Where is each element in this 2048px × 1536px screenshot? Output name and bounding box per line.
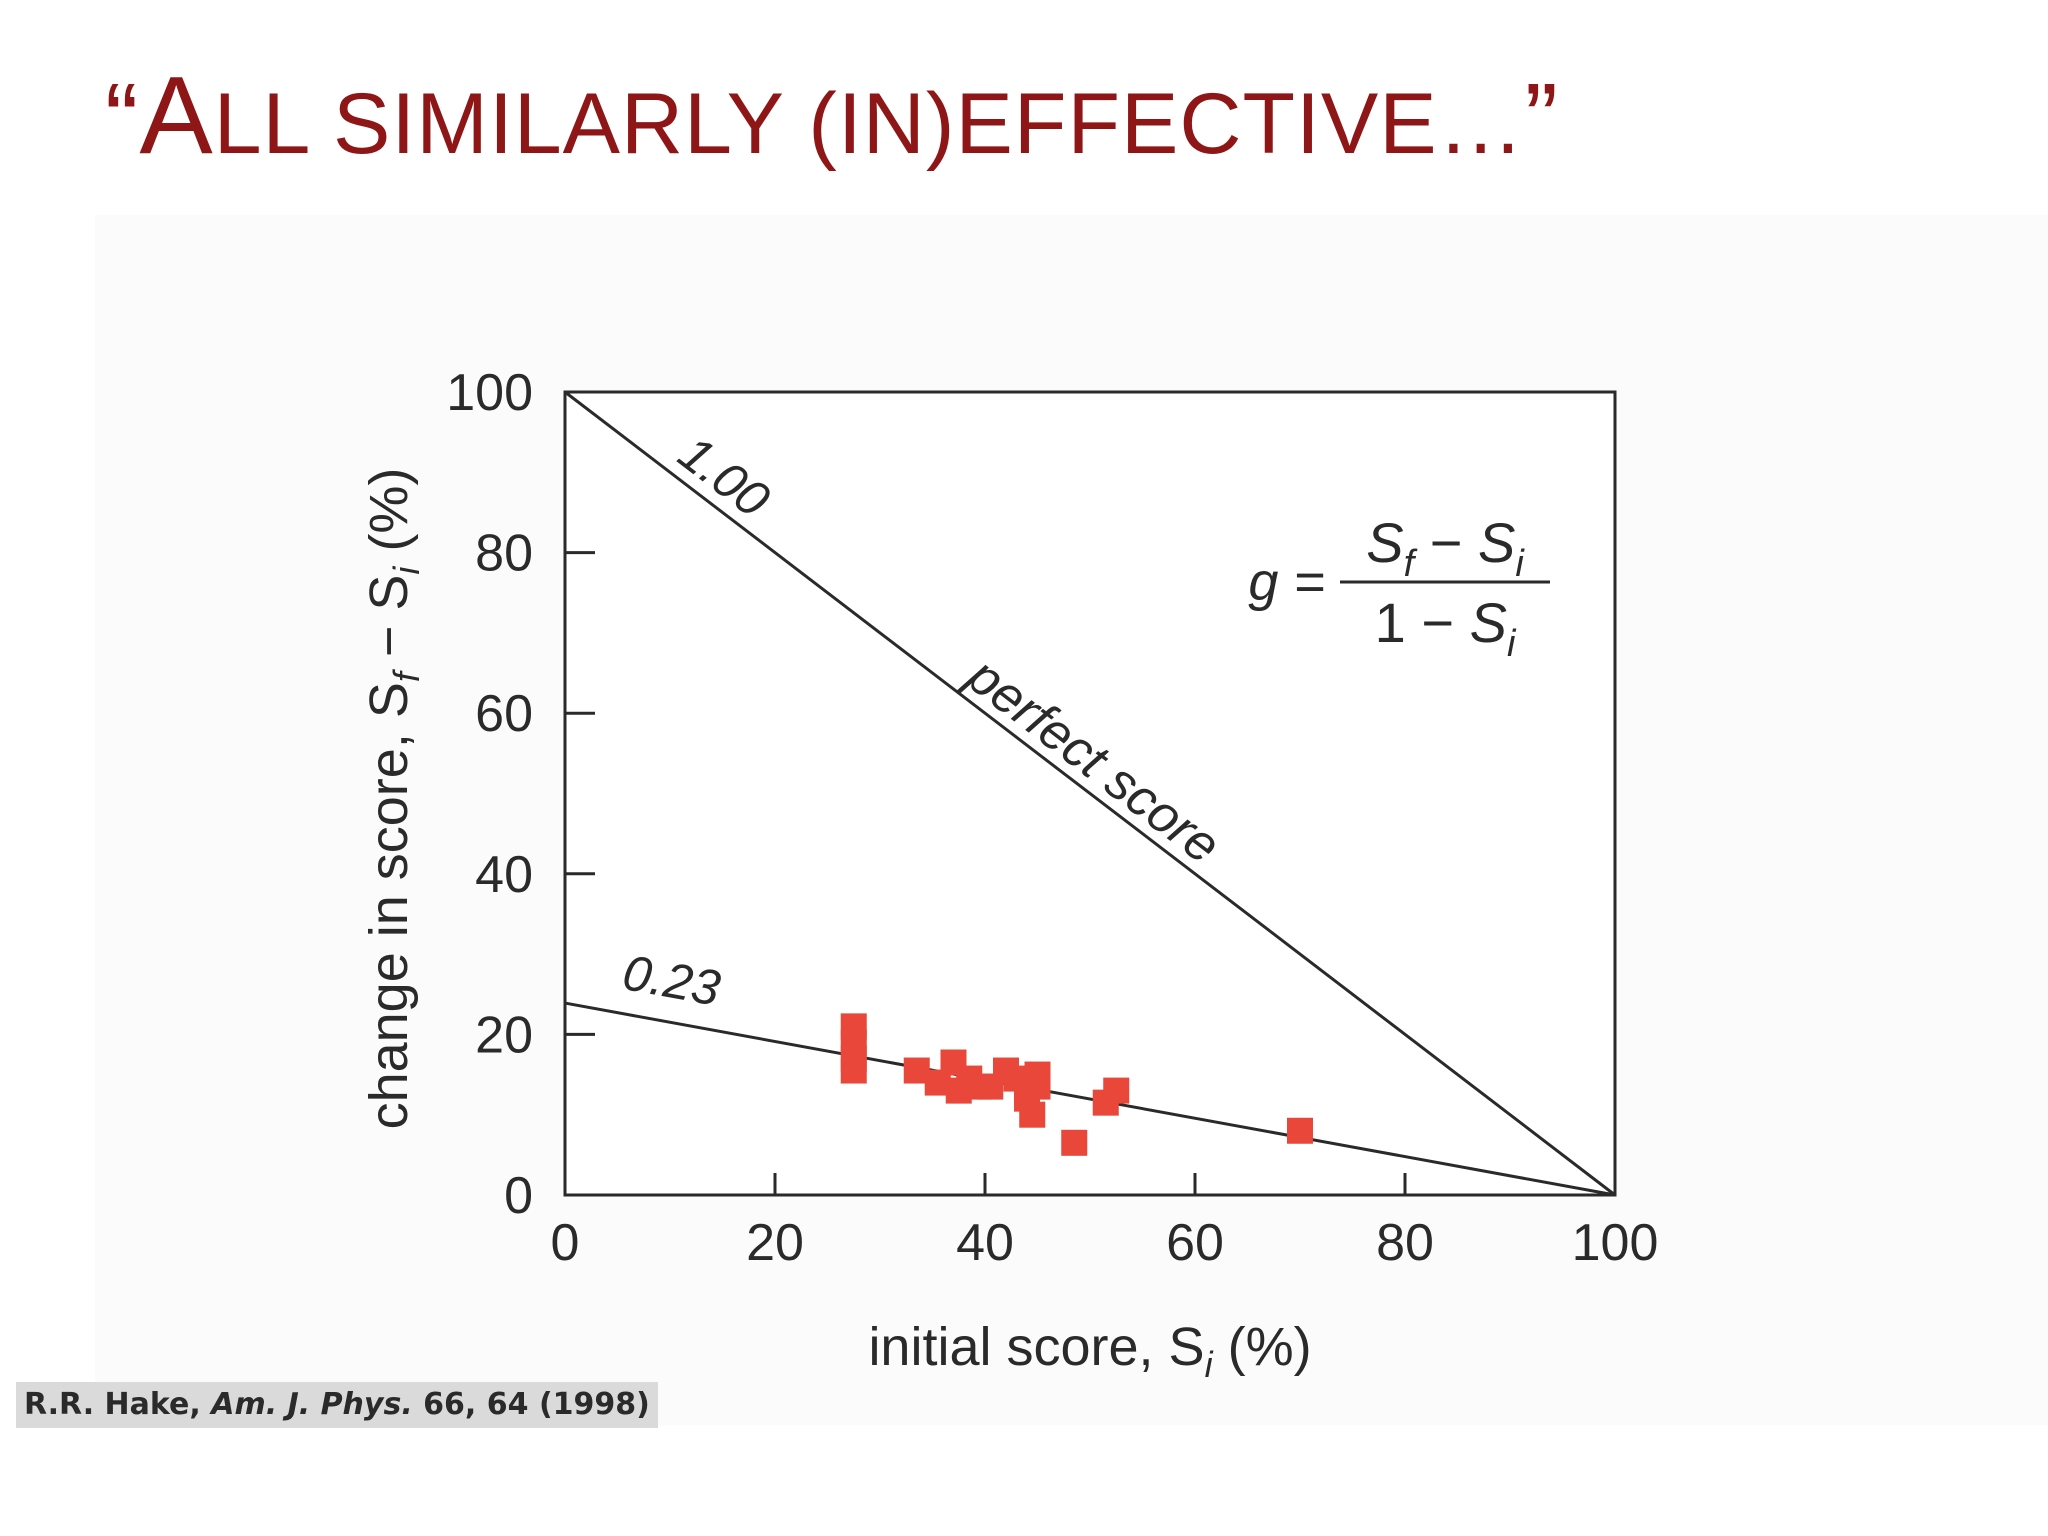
formula-var: S: [1366, 511, 1403, 574]
data-point: [1019, 1101, 1046, 1128]
citation-author: R.R. Hake,: [24, 1387, 212, 1422]
x-tick-label: 40: [956, 1214, 1014, 1272]
x-tick-label: 100: [1572, 1214, 1659, 1272]
x-axis-label: initial score, Si (%): [868, 1317, 1311, 1385]
formula-sub: i: [1515, 543, 1525, 585]
data-point: [840, 1057, 867, 1084]
formula-op: −: [1414, 511, 1478, 574]
x-axis-label-unit: (%): [1213, 1317, 1312, 1377]
citation: R.R. Hake, Am. J. Phys. 66, 64 (1998): [16, 1382, 658, 1428]
x-tick-label: 20: [746, 1214, 804, 1272]
y-tick-label: 0: [504, 1167, 533, 1225]
reference-line: [564, 1001, 1616, 1197]
data-point: [1103, 1077, 1130, 1104]
data-point: [1287, 1117, 1313, 1144]
x-tick-label: 60: [1166, 1214, 1224, 1272]
y-tick-label: 20: [475, 1006, 533, 1064]
formula-sub: i: [1507, 623, 1517, 665]
title-big-letter: A: [139, 54, 214, 177]
formula-var: S: [1470, 591, 1507, 654]
reference-line: [564, 390, 1616, 1197]
y-tick-label: 100: [446, 364, 533, 422]
x-tick-label: 80: [1376, 1214, 1434, 1272]
y-tick-label: 80: [475, 525, 533, 583]
scatter-chart: 0 20 40 60 80 100 0 20 40 60 80 100 initial score, S…: [359, 364, 1659, 1385]
y-tick-label: 60: [475, 685, 533, 743]
formula-sub: f: [1404, 543, 1418, 585]
y-axis-label: change in score, Sf − Si (%): [359, 468, 427, 1130]
x-tick-label: 0: [551, 1214, 580, 1272]
citation-details: 66, 64 (1998): [412, 1387, 650, 1422]
citation-journal: Am. J. Phys.: [211, 1387, 413, 1422]
formula-lhs: g =: [1248, 552, 1325, 612]
x-axis-label-sub: i: [1205, 1344, 1214, 1385]
formula-numerator: Sf − Si: [1366, 511, 1525, 585]
y-axis-label-unit: (%): [359, 468, 419, 567]
figure-panel: 0 20 40 60 80 100 0 20 40 60 80 100 initial score, S…: [95, 215, 2048, 1425]
page-title: “ALL SIMILARLY (IN)EFFECTIVE…”: [105, 55, 1559, 176]
formula-denominator: 1 − Si: [1375, 591, 1517, 665]
data-point: [1061, 1129, 1088, 1156]
x-axis-label-text: initial score, S: [868, 1317, 1204, 1377]
y-axis-label-mid: − S: [359, 575, 419, 673]
y-tick-label: 40: [475, 846, 533, 904]
title-text: LL SIMILARLY (IN)EFFECTIVE…: [213, 76, 1525, 172]
title-quote-close: ”: [1524, 63, 1559, 175]
title-quote-open: “: [105, 63, 140, 175]
data-point: [1024, 1073, 1051, 1100]
formula-var: S: [1478, 511, 1515, 574]
formula-den-text: 1 −: [1375, 591, 1470, 654]
y-axis-label-text: change in score, S: [359, 682, 419, 1129]
y-axis-label-sub: i: [386, 566, 427, 575]
